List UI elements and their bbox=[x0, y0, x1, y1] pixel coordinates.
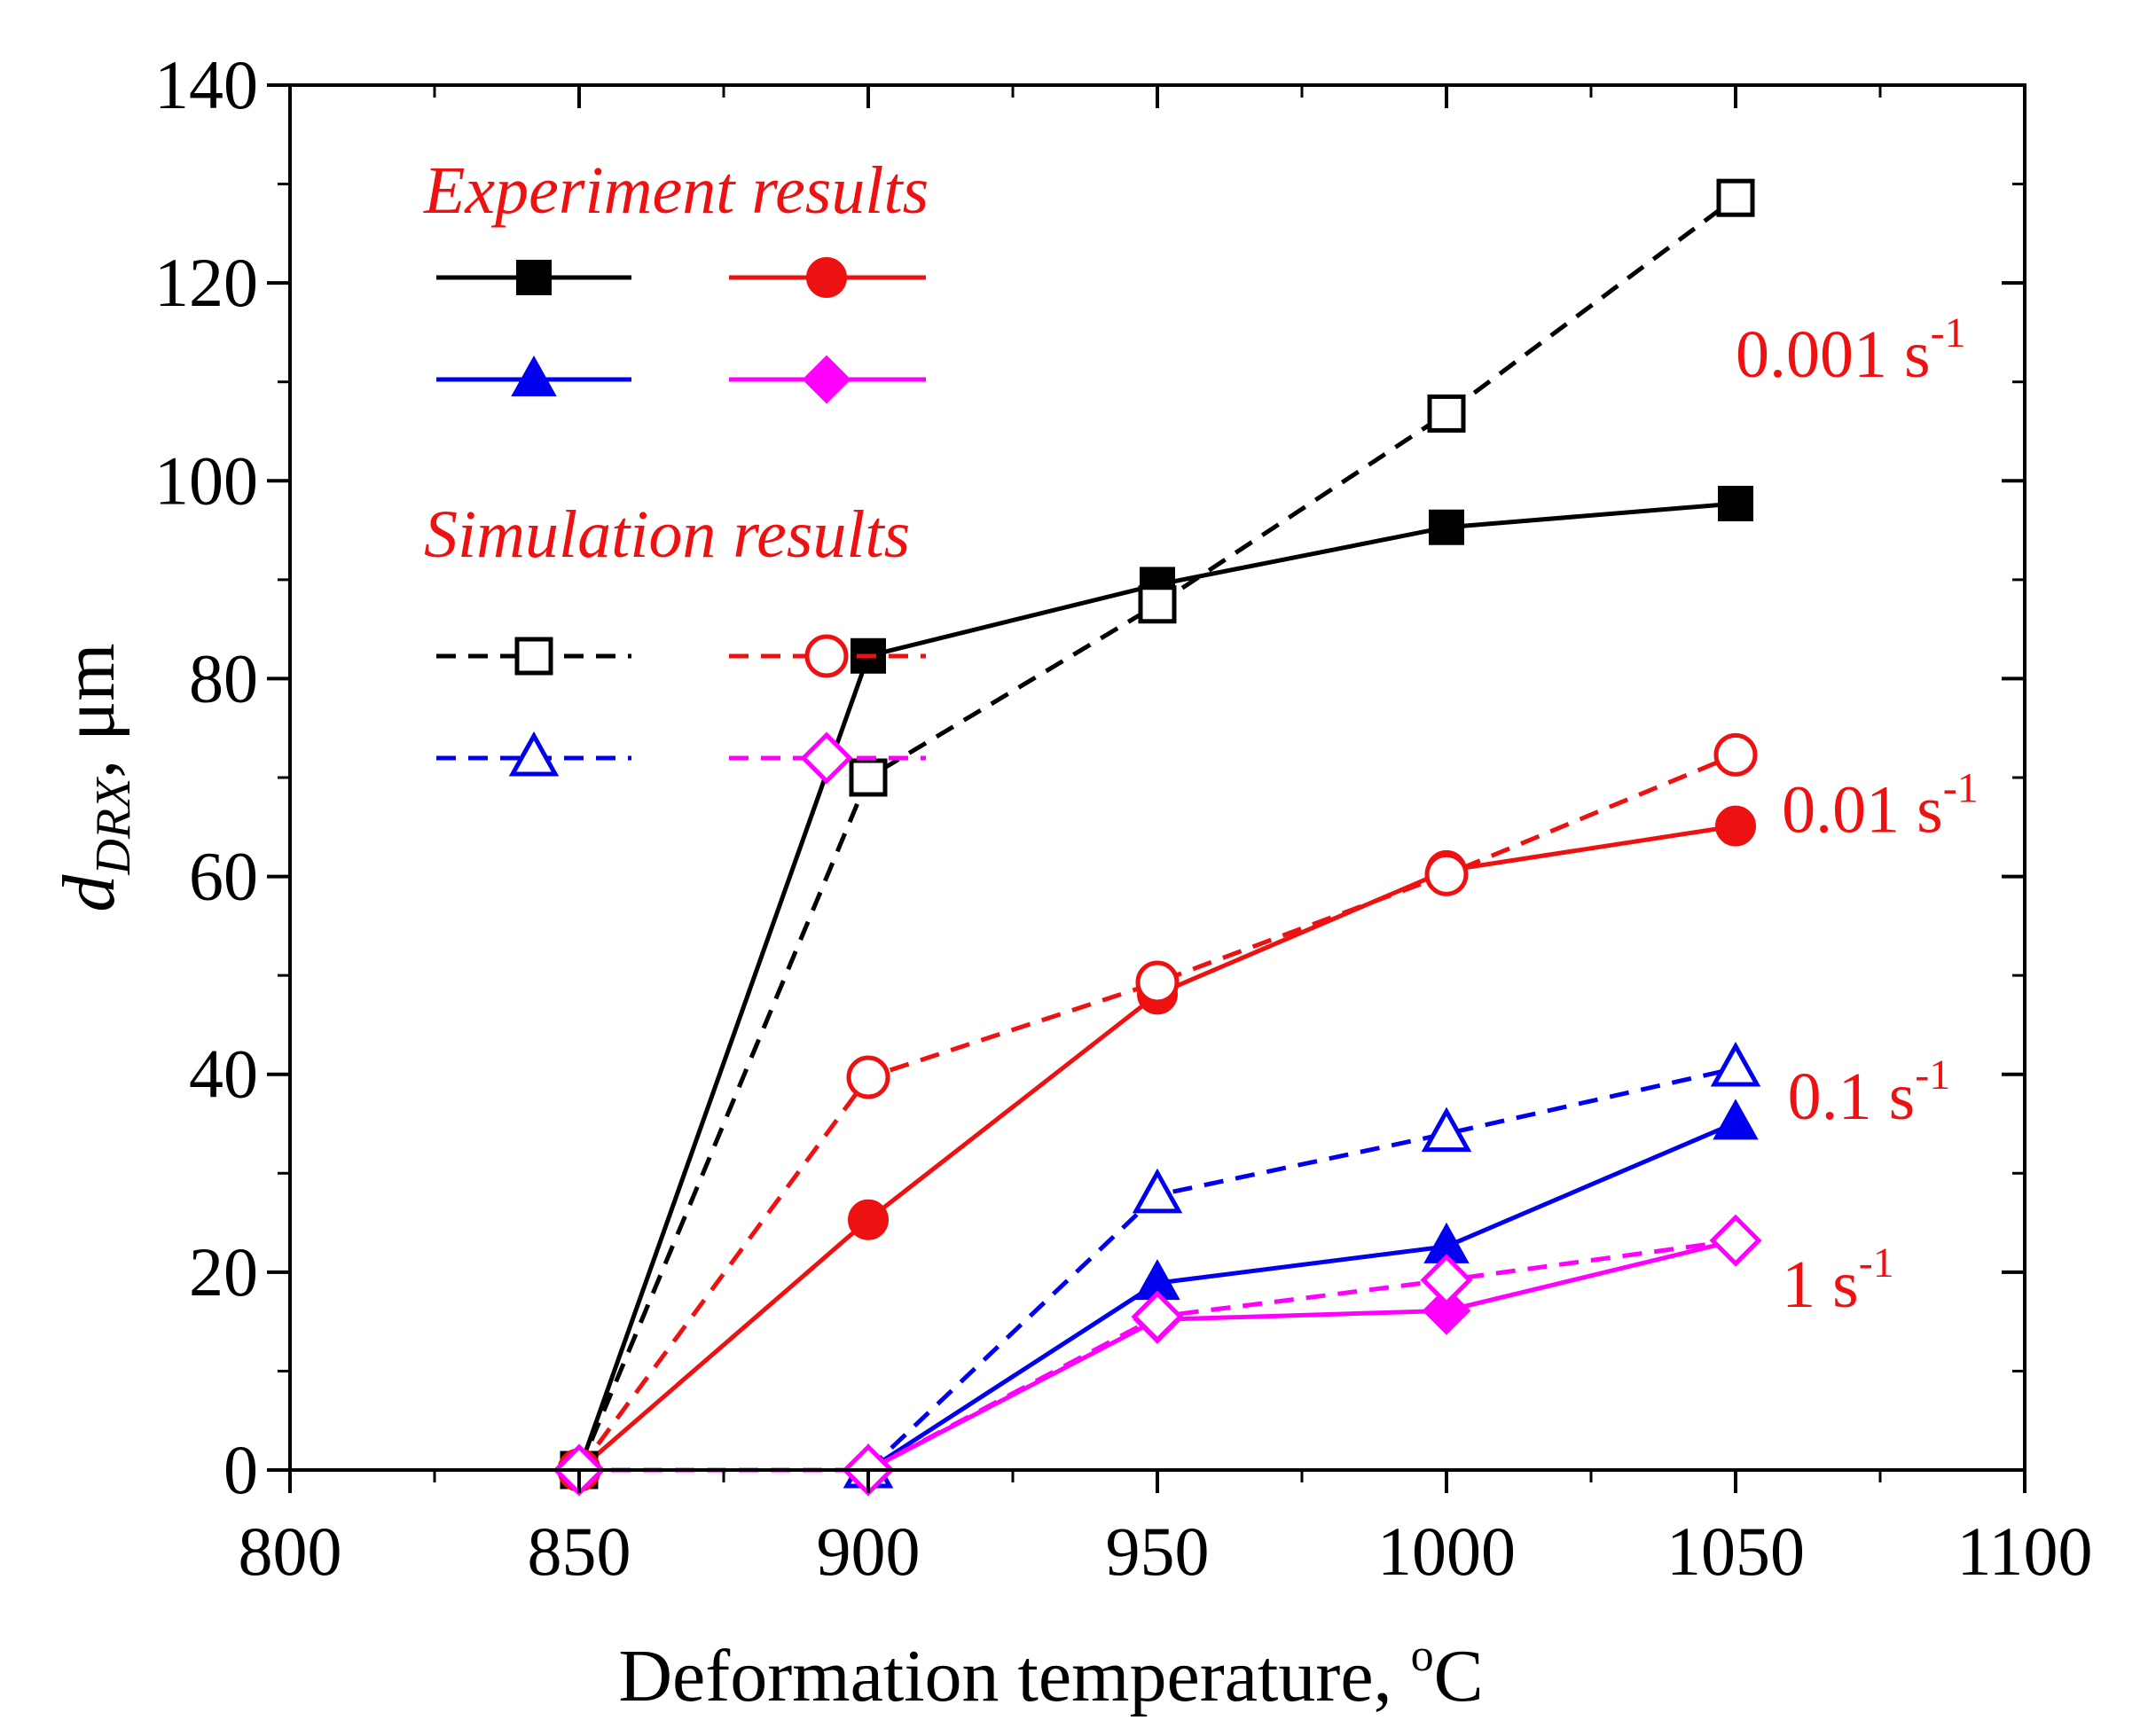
data-point bbox=[1709, 1214, 1762, 1267]
series-line bbox=[577, 824, 1736, 1472]
legend-marker-0 bbox=[516, 260, 552, 295]
data-point bbox=[1429, 509, 1464, 545]
y-axis-title-unit: , μm bbox=[48, 643, 130, 778]
y-axis-title-subscript: DRX bbox=[86, 776, 141, 876]
legend-marker-5 bbox=[804, 634, 849, 678]
data-point bbox=[848, 1199, 889, 1240]
data-point bbox=[1716, 178, 1755, 217]
x-tick-label: 950 bbox=[1106, 1513, 1210, 1590]
legend-marker-7 bbox=[800, 731, 853, 785]
y-tick-label: 60 bbox=[189, 838, 258, 915]
y-tick-label: 0 bbox=[223, 1431, 258, 1508]
rate-label-base: 0.001 s bbox=[1736, 317, 1931, 392]
data-point bbox=[1424, 852, 1469, 896]
rate-label-0: 0.001 s-1 bbox=[1736, 309, 1966, 392]
legend-marker-4 bbox=[514, 637, 553, 676]
y-tick-label: 120 bbox=[154, 244, 258, 321]
series-experiment-3 bbox=[843, 1216, 1760, 1495]
y-tick-label: 20 bbox=[189, 1233, 258, 1310]
data-point bbox=[1427, 394, 1466, 433]
x-tick-label: 900 bbox=[817, 1513, 921, 1590]
x-axis-unit: C bbox=[1434, 1635, 1484, 1717]
legend: Experiment results Simulation results bbox=[423, 153, 929, 785]
rate-label-exponent: -1 bbox=[1859, 1239, 1894, 1286]
legend-simulation-title: Simulation results bbox=[424, 497, 910, 572]
series-line bbox=[866, 1066, 1736, 1472]
x-axis-unit-degree: o bbox=[1411, 1630, 1434, 1681]
y-tick-label: 140 bbox=[154, 46, 258, 123]
rate-label-1: 0.01 s-1 bbox=[1782, 764, 1979, 847]
rate-label-3: 1 s-1 bbox=[1782, 1239, 1894, 1322]
series-line bbox=[866, 1238, 1736, 1473]
x-axis-title-text: Deformation temperature, bbox=[618, 1635, 1410, 1717]
data-point bbox=[1138, 585, 1177, 624]
data-point bbox=[1422, 1286, 1471, 1335]
y-axis-title-symbol: d bbox=[48, 874, 130, 912]
data-point bbox=[849, 758, 888, 797]
legend-marker-3 bbox=[802, 355, 851, 404]
rate-label-exponent: -1 bbox=[1943, 764, 1979, 811]
rate-label-exponent: -1 bbox=[1931, 309, 1966, 356]
rate-label-base: 0.1 s bbox=[1788, 1060, 1916, 1134]
data-point bbox=[1718, 485, 1753, 521]
rate-label-base: 1 s bbox=[1782, 1247, 1859, 1322]
y-tick-label: 100 bbox=[154, 442, 258, 519]
data-point bbox=[1135, 960, 1180, 1005]
x-tick-label: 850 bbox=[528, 1513, 631, 1590]
data-point bbox=[1713, 1099, 1759, 1140]
series-experiment-2 bbox=[845, 1099, 1759, 1487]
rate-label-base: 0.01 s bbox=[1782, 772, 1943, 847]
data-point bbox=[846, 1055, 890, 1099]
legend-marker-6 bbox=[508, 731, 560, 777]
axis-titles: Deformation temperature, oC dDRX, μm bbox=[48, 643, 1484, 1717]
rate-label-2: 0.1 s-1 bbox=[1788, 1052, 1951, 1134]
x-tick-label: 1100 bbox=[1956, 1513, 2092, 1590]
x-axis-title: Deformation temperature, oC bbox=[618, 1630, 1483, 1717]
series-experiment-1 bbox=[559, 805, 1756, 1490]
data-point bbox=[1710, 1041, 1761, 1087]
data-point bbox=[1132, 1168, 1183, 1214]
rate-label-exponent: -1 bbox=[1915, 1052, 1950, 1099]
series-line bbox=[866, 1121, 1736, 1473]
axes: 800 850 900 950 1000 1050 1100 0 20 40 60 80 100 120 1… bbox=[154, 46, 2093, 1590]
y-axis-title: dDRX, μm bbox=[48, 643, 141, 911]
y-tick-label: 80 bbox=[189, 639, 258, 716]
x-tick-label: 1050 bbox=[1666, 1513, 1805, 1590]
legend-marker-1 bbox=[806, 257, 847, 298]
series-line bbox=[576, 753, 1736, 1472]
data-point bbox=[1713, 732, 1758, 777]
x-tick-label: 1000 bbox=[1377, 1513, 1516, 1590]
data-point bbox=[1131, 1290, 1184, 1343]
legend-marker-2 bbox=[511, 355, 557, 396]
x-tick-label: 800 bbox=[239, 1513, 342, 1590]
data-point bbox=[1420, 1254, 1473, 1307]
data-point bbox=[1715, 805, 1756, 847]
data-point bbox=[1421, 1107, 1472, 1153]
plot-area bbox=[553, 178, 1762, 1497]
rate-annotations: 0.001 s-10.01 s-10.1 s-11 s-1 bbox=[1736, 309, 1979, 1322]
y-tick-label: 40 bbox=[189, 1036, 258, 1113]
legend-experiment-title: Experiment results bbox=[423, 153, 929, 228]
